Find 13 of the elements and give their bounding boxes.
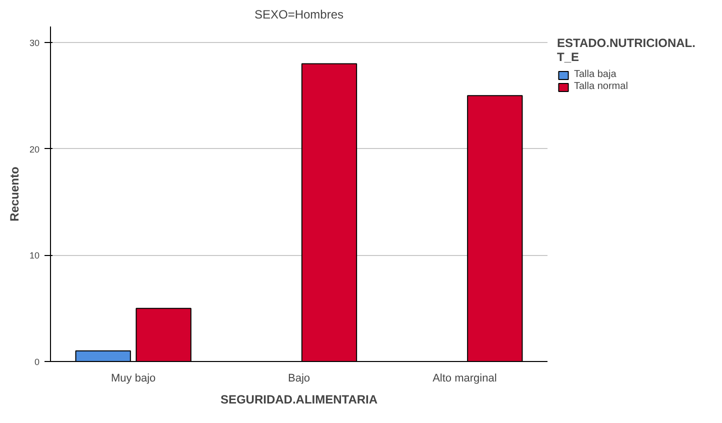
legend-title: ESTADO.NUTRICIONAL.T_E (557, 36, 696, 64)
y-tick-label: 30 (29, 38, 40, 48)
legend-label: Talla baja (574, 69, 616, 80)
x-tick-label: Bajo (288, 372, 310, 384)
legend-label: Talla normal (574, 81, 628, 92)
x-tick-label: Alto marginal (432, 372, 497, 384)
x-tick-label: Muy bajo (111, 372, 156, 384)
y-tick-label: 0 (34, 357, 40, 367)
y-tick-label: 20 (29, 144, 40, 154)
y-axis-title: Recuento (7, 166, 22, 222)
chart-title: SEXO=Hombres (254, 8, 344, 22)
x-axis-title: SEGURIDAD.ALIMENTARIA (220, 392, 378, 406)
y-tick-label: 10 (29, 250, 40, 261)
